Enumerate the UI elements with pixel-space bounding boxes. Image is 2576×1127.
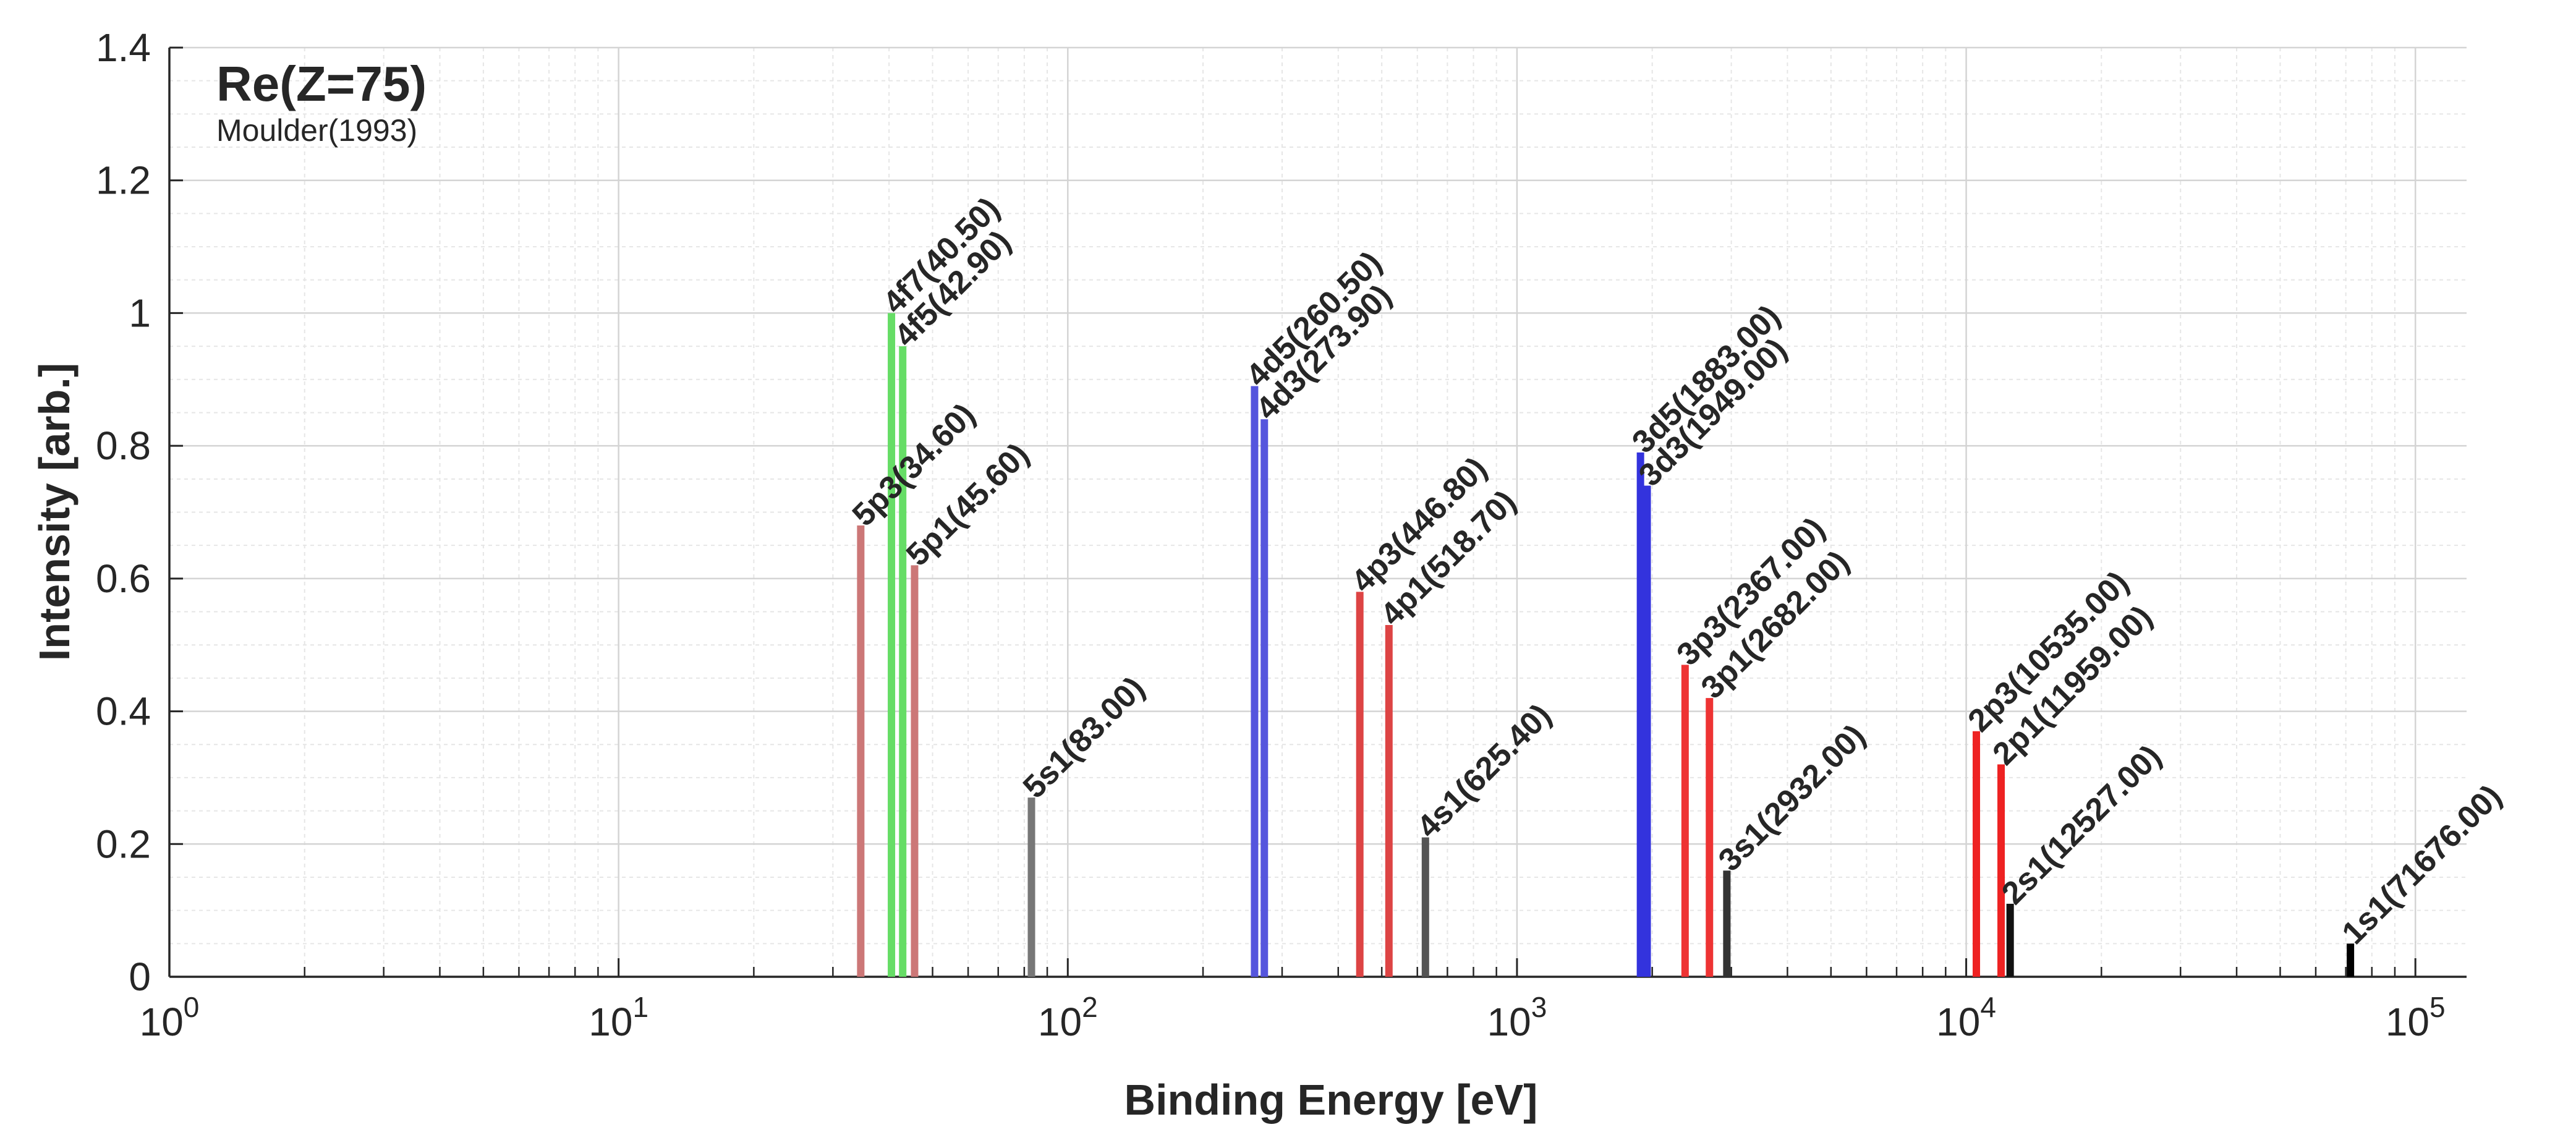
x-tick-label: 102 [1038, 991, 1098, 1044]
peak-bar [1421, 837, 1429, 977]
peak-bar [1260, 419, 1269, 977]
peak-bar [1385, 625, 1393, 977]
y-tick-label: 1 [129, 291, 151, 335]
y-axis-label: Intensity [arb.] [30, 363, 79, 661]
y-tick-label: 0.2 [96, 822, 151, 866]
peak-bars [857, 313, 2355, 977]
x-tick-label: 103 [1487, 991, 1547, 1044]
axes [168, 46, 2467, 978]
peak-bar [2347, 943, 2355, 977]
y-tick-label: 1.4 [96, 25, 151, 70]
peak-bar [1027, 797, 1035, 977]
tick-labels: 0 0.2 0.4 0.6 0.8 1 1.2 1.4 100 101 102 103 104 105 [96, 25, 2446, 1044]
x-axis-label: Binding Energy [eV] [1124, 1076, 1538, 1124]
y-tick-label: 0 [129, 955, 151, 999]
peak-bar [1643, 485, 1651, 977]
peak-bar [899, 346, 907, 977]
chart-title: Re(Z=75) [216, 56, 427, 111]
peak-bar [1723, 870, 1731, 977]
peak-bar [1681, 665, 1689, 977]
peak-bar [1356, 592, 1364, 977]
x-tick-label: 105 [2386, 991, 2446, 1044]
x-tick-label: 104 [1936, 991, 1996, 1044]
y-tick-label: 0.6 [96, 556, 151, 601]
grid [168, 46, 2467, 978]
peak-bar [1636, 452, 1644, 977]
peak-bar [857, 525, 865, 977]
x-tick-label: 100 [140, 991, 200, 1044]
peak-bar [888, 313, 896, 977]
y-tick-label: 0.4 [96, 689, 151, 734]
peak-bar [2006, 903, 2014, 977]
peak-bar [1706, 698, 1714, 977]
peak-bar [1251, 386, 1259, 977]
peak-bar [1997, 764, 2005, 977]
y-tick-label: 1.2 [96, 158, 151, 203]
y-tick-label: 0.8 [96, 423, 151, 468]
peak-bar [1973, 731, 1981, 977]
peak-bar [911, 565, 919, 977]
chart-subtitle: Moulder(1993) [216, 113, 417, 148]
x-tick-label: 101 [589, 991, 648, 1044]
